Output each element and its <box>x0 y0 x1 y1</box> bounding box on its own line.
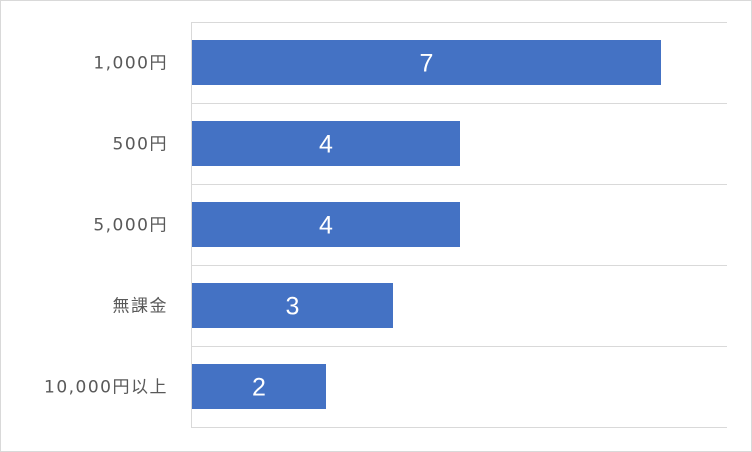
data-label: 4 <box>319 131 333 159</box>
data-label: 7 <box>420 50 434 78</box>
bar <box>192 40 661 85</box>
data-label: 3 <box>286 293 300 321</box>
category-label: 5,000円 <box>93 216 168 236</box>
bars <box>192 40 661 409</box>
category-label: 500円 <box>113 135 168 155</box>
bar <box>192 202 460 247</box>
category-label: 10,000円以上 <box>44 378 168 398</box>
data-label: 2 <box>252 374 266 402</box>
category-label: 1,000円 <box>93 54 168 74</box>
bar <box>192 283 393 328</box>
category-label: 無課金 <box>113 297 169 317</box>
bar <box>192 121 460 166</box>
data-label: 4 <box>319 212 333 240</box>
bar <box>192 364 326 409</box>
data-labels: 7 4 4 3 2 <box>252 50 433 402</box>
gridlines <box>191 22 727 428</box>
